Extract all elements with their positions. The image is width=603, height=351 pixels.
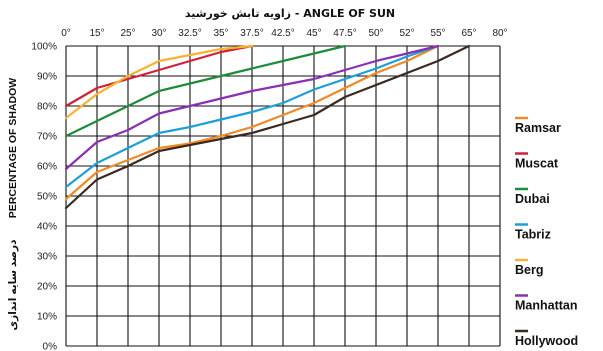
y-tick-label: 60% xyxy=(37,162,57,173)
y-tick-label: 50% xyxy=(37,192,57,203)
x-tick-label: 80° xyxy=(492,28,507,39)
x-tick-label: 55° xyxy=(430,28,445,39)
series-line-manhattan xyxy=(64,44,440,171)
series-line-berg xyxy=(64,44,254,120)
x-tick-label: 52° xyxy=(399,28,414,39)
y-tick-label: 90% xyxy=(37,72,57,83)
series-line-muscat xyxy=(64,44,254,108)
y-axis-ticks: 0% 10% 20% 30% 40% 50% 60% 70% 80% 90% 100% xyxy=(31,42,57,351)
x-tick-label: 65° xyxy=(461,28,476,39)
legend-label-hollywood: Hollywood xyxy=(515,334,578,348)
y-tick-label: 80% xyxy=(37,102,57,113)
y-tick-label: 70% xyxy=(37,132,57,143)
legend-label-manhattan: Manhattan xyxy=(515,299,578,313)
series-line-dubai xyxy=(64,44,347,138)
y-tick-label: 40% xyxy=(37,222,57,233)
y-axis-label: PERCENTAGE OF SHADOW xyxy=(7,78,19,218)
legend-label-berg: Berg xyxy=(515,263,543,277)
x-tick-label: 42.5° xyxy=(271,28,294,39)
y-tick-label: 0% xyxy=(43,342,58,351)
x-tick-label: 35° xyxy=(213,28,228,39)
x-tick-label: 30° xyxy=(151,28,166,39)
x-tick-label: 25° xyxy=(120,28,135,39)
series-line-tabriz xyxy=(64,44,440,189)
legend-label-tabriz: Tabriz xyxy=(515,228,551,242)
legend-label-ramsar: Ramsar xyxy=(515,121,561,135)
y-tick-label: 100% xyxy=(31,42,57,53)
grid xyxy=(65,45,501,347)
y-tick-label: 30% xyxy=(37,252,57,263)
legend: Ramsar Muscat Dubai Tabriz Berg Manhattan Holl… xyxy=(515,116,578,348)
legend-label-dubai: Dubai xyxy=(515,192,550,206)
chart-title: زاویه تابش خورشید - ANGLE OF SUN xyxy=(185,7,395,20)
x-tick-label: 32.5° xyxy=(178,28,201,39)
series-lines xyxy=(64,44,471,210)
x-tick-label: 50° xyxy=(368,28,383,39)
legend-label-muscat: Muscat xyxy=(515,157,559,171)
y-tick-label: 10% xyxy=(37,312,57,323)
series-line-ramsar xyxy=(64,44,440,201)
x-tick-label: 0° xyxy=(61,28,71,39)
series-line-hollywood xyxy=(64,44,471,210)
y-tick-label: 20% xyxy=(37,282,57,293)
y-axis-label-persian: درصد سایه اندازی xyxy=(7,239,19,331)
x-tick-label: 37.5° xyxy=(240,28,263,39)
x-tick-label: 47.5° xyxy=(333,28,356,39)
x-tick-label: 45° xyxy=(306,28,321,39)
x-axis-ticks: 0° 15° 25° 30° 32.5° 35° 37.5° 42.5° 45° 47.5° 50°… xyxy=(61,28,507,39)
x-tick-label: 15° xyxy=(89,28,104,39)
